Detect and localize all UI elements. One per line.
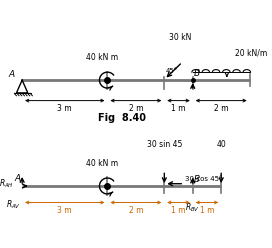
Text: B: B xyxy=(194,175,200,184)
Text: $R_{AH}$: $R_{AH}$ xyxy=(0,178,14,190)
Text: 1 m: 1 m xyxy=(171,104,186,113)
Text: Fig  8.40: Fig 8.40 xyxy=(98,113,146,123)
Text: 3 m: 3 m xyxy=(57,104,72,113)
Text: B: B xyxy=(194,69,200,78)
Text: $R_{BV}$: $R_{BV}$ xyxy=(185,202,200,214)
Text: 20 kN/m: 20 kN/m xyxy=(235,48,268,57)
Text: 40 kN m: 40 kN m xyxy=(86,53,118,62)
Text: 1 m: 1 m xyxy=(171,206,186,215)
Text: A: A xyxy=(15,174,21,183)
Text: A: A xyxy=(8,70,14,79)
Text: 1 m: 1 m xyxy=(200,206,214,215)
Text: $R_{AV}$: $R_{AV}$ xyxy=(6,199,21,211)
Text: 45°: 45° xyxy=(166,68,178,74)
Text: 30 sin 45: 30 sin 45 xyxy=(147,140,182,149)
Text: 40: 40 xyxy=(216,140,226,149)
Text: 2 m: 2 m xyxy=(129,206,143,215)
Text: 2 m: 2 m xyxy=(129,104,143,113)
Text: 30 cos 45°: 30 cos 45° xyxy=(185,176,222,182)
Text: 3 m: 3 m xyxy=(57,206,72,215)
Text: 2 m: 2 m xyxy=(214,104,228,113)
Text: 30 kN: 30 kN xyxy=(169,33,191,42)
Text: 40 kN m: 40 kN m xyxy=(86,158,118,167)
